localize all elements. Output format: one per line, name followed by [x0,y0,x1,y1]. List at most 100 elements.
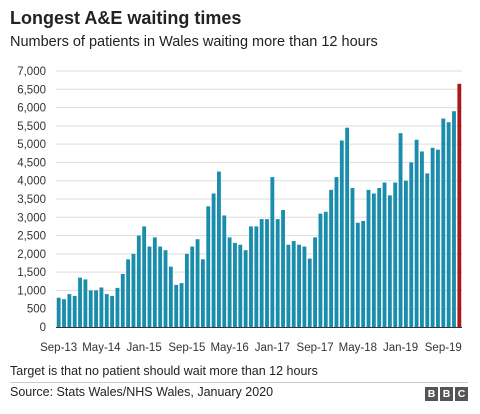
y-tick-label: 6,500 [17,84,46,96]
bar [355,222,360,327]
bar [62,299,66,327]
x-tick-label: Jan-19 [383,342,418,354]
footer-divider [10,382,468,383]
x-tick-label: Sep-19 [425,342,462,354]
bar [99,287,104,327]
y-tick-label: 1,000 [17,285,46,297]
bar [265,219,269,327]
bar [104,294,109,327]
bar [163,250,168,327]
bar [217,171,221,327]
bar [318,213,323,327]
bar [126,259,131,327]
bar [441,118,446,328]
y-axis-labels: 0 500 1,000 1,500 2,000 2,500 3,000 3,500 4,000 4… [17,66,46,334]
bar [249,226,253,327]
bar [297,244,301,327]
bar [425,173,430,327]
bar [382,182,387,327]
bars [56,83,462,328]
y-tick-label: 500 [27,304,46,316]
chart-title: Longest A&E waiting times [10,8,242,28]
bar [270,177,275,327]
y-tick-label: 1,500 [17,267,46,279]
bar [110,295,115,327]
bar [430,147,435,327]
bar [238,244,243,327]
bar [350,188,355,327]
bar [184,253,189,327]
bar [136,235,141,327]
bar [398,133,403,327]
y-tick-label: 4,000 [17,176,46,188]
bar [211,193,216,327]
bar [233,242,237,327]
bar [414,139,419,327]
x-tick-label: May-14 [82,342,121,354]
bar [78,277,82,327]
bar [361,220,366,327]
bar [291,241,296,327]
y-tick-label: 6,000 [17,103,46,115]
bar [436,149,440,327]
bar [190,246,195,327]
logo-letter: B [425,387,438,401]
bar [158,246,163,327]
y-tick-label: 0 [40,322,46,334]
bar [313,237,318,327]
y-tick-label: 4,500 [17,157,46,169]
bar [302,246,307,327]
logo-letter: B [440,387,453,401]
chart-subtitle: Numbers of patients in Wales waiting mor… [10,34,378,50]
bar [387,195,392,327]
y-tick-label: 3,000 [17,212,46,224]
bar [420,151,424,327]
bar [403,180,408,327]
bar [222,215,227,327]
bar [56,297,61,327]
bar [259,219,264,327]
bar [142,226,147,327]
x-tick-label: May-16 [210,342,248,354]
bar [281,209,285,327]
bar [243,250,248,327]
x-axis: Sep-13 May-14 Jan-15 Sep-15 May-16 Jan-17 Sep-… [40,327,462,354]
bar [377,188,382,327]
y-tick-label: 5,500 [17,121,46,133]
bar [329,189,334,327]
bar [286,244,291,327]
bar [323,211,328,327]
y-tick-label: 2,500 [17,231,46,243]
bar [393,182,398,327]
bar [254,226,259,327]
bar [195,239,200,327]
bar [275,219,280,327]
bar [115,287,120,327]
footnote: Target is that no patient should wait mo… [10,364,318,378]
source-credit: Source: Stats Wales/NHS Wales, January 2… [10,385,274,399]
y-tick-label: 7,000 [17,66,46,78]
bar [147,246,152,327]
bar [339,140,344,327]
x-tick-label: Sep-15 [168,342,205,354]
bar [227,237,232,327]
bar [131,253,136,327]
bar [152,237,157,327]
x-tick-label: May-18 [339,342,377,354]
bar [174,284,179,327]
bar [120,273,125,327]
bar [168,266,173,327]
x-tick-label: Sep-13 [40,342,77,354]
bar [409,162,414,327]
bar [307,258,312,327]
bar [366,189,371,327]
x-tick-label: Jan-17 [255,342,290,354]
bbc-logo: B B C [425,387,468,401]
bar [345,127,350,327]
bar [94,290,98,327]
bar-latest [457,83,462,327]
bar [88,290,93,327]
bar [371,193,376,327]
bar [200,259,205,327]
bar-chart: 0 500 1,000 1,500 2,000 2,500 3,000 3,500 4,000 4… [17,66,462,354]
